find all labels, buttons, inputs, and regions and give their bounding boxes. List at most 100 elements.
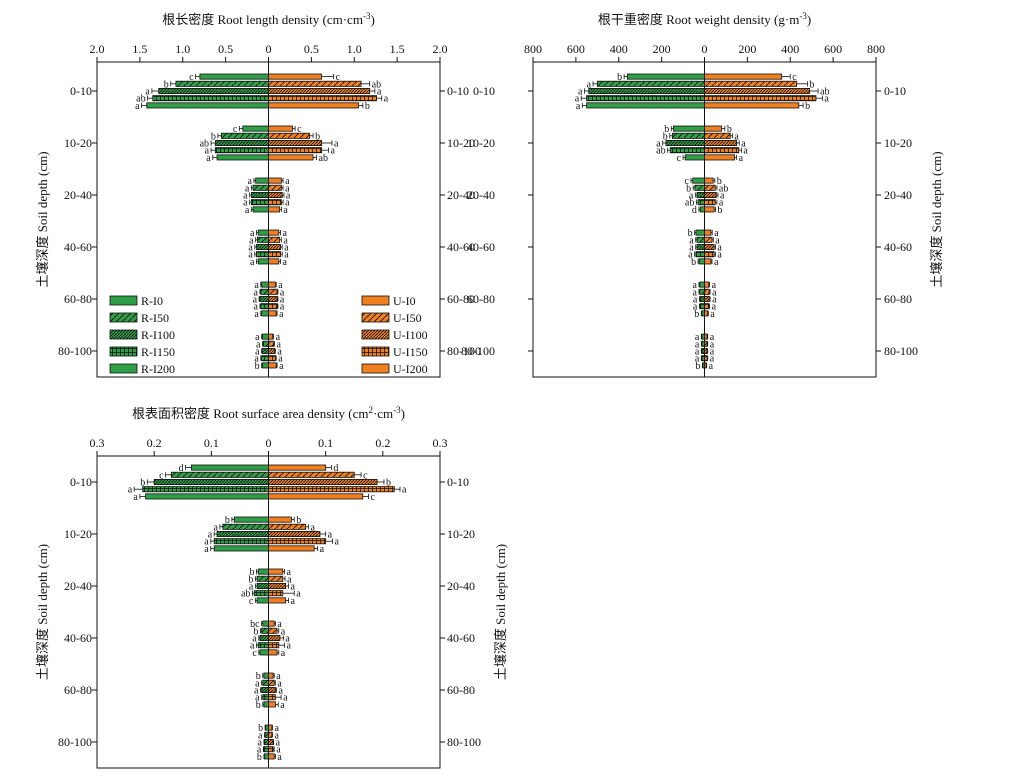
- significance-letter: a: [824, 94, 829, 105]
- depth-label-right: 60-80: [447, 683, 475, 697]
- significance-letter: a: [576, 101, 581, 112]
- bar-u-i200: [704, 154, 735, 161]
- bar-r-i150: [142, 486, 269, 493]
- significance-letter: a: [384, 94, 389, 105]
- significance-letter: a: [717, 250, 722, 261]
- bar-u-i200: [704, 206, 715, 213]
- significance-letter: b: [727, 124, 732, 135]
- bar-r-i200: [262, 362, 269, 369]
- significance-letter: b: [365, 101, 370, 112]
- bar-r-i150: [586, 95, 705, 102]
- x-tick-label: 0.5: [218, 42, 233, 56]
- bar-r-i50: [175, 80, 269, 87]
- bar-u-i150: [704, 95, 817, 102]
- significance-letter: a: [277, 752, 282, 763]
- significance-letter: a: [205, 146, 210, 157]
- depth-label-left: 60-80: [64, 292, 92, 306]
- x-tick-label: 2.0: [90, 42, 105, 56]
- bar-u-i200: [268, 362, 277, 369]
- significance-letter: c: [252, 648, 257, 659]
- significance-letter: a: [575, 94, 580, 105]
- significance-letter: ab: [136, 94, 145, 105]
- significance-letter: c: [792, 72, 797, 83]
- significance-letter: b: [248, 574, 253, 585]
- significance-letter: ab: [319, 153, 328, 164]
- x-tick-label: 800: [867, 42, 885, 56]
- legend-swatch-r-i150: [109, 346, 138, 357]
- legend-label: U-I200: [393, 362, 428, 376]
- legend-label: U-I0: [393, 294, 416, 308]
- significance-letter: a: [285, 634, 290, 645]
- x-tick-label: 600: [824, 42, 842, 56]
- bar-r-i50: [596, 80, 705, 87]
- significance-letter: a: [277, 619, 282, 630]
- significance-letter: b: [688, 228, 693, 239]
- x-tick-label: 0.2: [147, 436, 162, 450]
- depth-label-left: 60-80: [64, 683, 92, 697]
- bar-r-i150: [213, 538, 269, 545]
- significance-letter: a: [328, 530, 333, 541]
- bar-u-i150: [704, 251, 715, 258]
- bar-u-i50: [268, 731, 273, 738]
- depth-label-left: 60-80: [467, 292, 495, 306]
- depth-label-left: 20-40: [64, 188, 92, 202]
- bar-r-i50: [694, 184, 705, 191]
- significance-letter: a: [254, 280, 259, 291]
- chart-title: 根表面积密度 Root surface area density (cm2·cm…: [132, 405, 405, 421]
- significance-letter: a: [739, 153, 744, 164]
- bar-u-i50: [268, 340, 275, 347]
- bar-r-i100: [256, 583, 269, 590]
- y-axis-label-right: 土壤深度 Soil depth (cm): [929, 151, 944, 287]
- significance-letter: a: [254, 354, 259, 365]
- depth-label-left: 80-100: [461, 344, 495, 358]
- legend-swatch-u-i200: [361, 363, 390, 374]
- depth-label-left: 20-40: [64, 579, 92, 593]
- significance-letter: a: [255, 332, 260, 343]
- significance-letter: b: [258, 723, 263, 734]
- significance-letter: a: [279, 686, 284, 697]
- significance-letter: a: [688, 250, 693, 261]
- significance-letter: ab: [685, 198, 694, 209]
- significance-letter: b: [663, 131, 668, 142]
- significance-letter: a: [204, 544, 209, 555]
- significance-letter: b: [805, 101, 810, 112]
- bar-r-i100: [216, 531, 269, 538]
- legend-label: R-I0: [141, 294, 163, 308]
- significance-letter: a: [213, 522, 218, 533]
- chart-panels: 根长密度 Root length density (cm·cm-3) 2.0 1.5…: [35, 11, 944, 769]
- significance-letter: a: [255, 693, 260, 704]
- chart-title: 根干重密度 Root weight density (g·m-3): [598, 11, 811, 27]
- significance-letter: a: [256, 339, 261, 350]
- x-tick-label: 200: [738, 42, 756, 56]
- significance-letter: a: [720, 191, 725, 202]
- x-tick-label: 800: [524, 42, 542, 56]
- bar-r-i0: [673, 125, 705, 132]
- x-tick-label: 0.1: [318, 436, 333, 450]
- bar-u-i200: [268, 545, 315, 552]
- bar-r-i100: [665, 139, 705, 146]
- significance-letter: a: [693, 295, 698, 306]
- depth-label-left: 20-40: [467, 188, 495, 202]
- significance-letter: a: [285, 176, 290, 187]
- bar-r-i150: [250, 199, 269, 206]
- significance-letter: a: [208, 530, 213, 541]
- significance-letter: a: [285, 183, 290, 194]
- significance-letter: d: [179, 463, 184, 474]
- significance-letter: a: [334, 139, 339, 150]
- significance-letter: a: [278, 280, 283, 291]
- x-tick-label: 1.5: [390, 42, 405, 56]
- x-tick-label: 0: [266, 436, 272, 450]
- bar-u-i50: [704, 288, 710, 295]
- bar-r-i0: [242, 125, 269, 132]
- significance-letter: a: [254, 309, 259, 320]
- depth-label-right: 0-10: [884, 84, 906, 98]
- significance-letter: c: [371, 492, 376, 503]
- bar-r-i0: [695, 229, 705, 236]
- bar-r-i0: [257, 568, 269, 575]
- depth-label-right: 40-60: [447, 240, 475, 254]
- bar-r-i200: [263, 701, 269, 708]
- significance-letter: ab: [820, 87, 829, 98]
- legend-label: R-I50: [141, 311, 169, 325]
- legend-swatch-r-i50: [109, 312, 138, 323]
- bar-r-i200: [252, 206, 269, 213]
